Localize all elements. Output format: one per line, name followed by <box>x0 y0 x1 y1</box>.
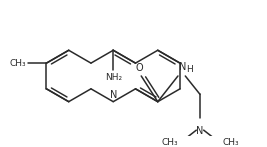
Text: N: N <box>196 126 204 136</box>
Text: CH₃: CH₃ <box>222 138 239 147</box>
Text: N: N <box>109 90 117 100</box>
Text: CH₃: CH₃ <box>10 59 26 68</box>
Text: CH₃: CH₃ <box>161 138 178 147</box>
Text: O: O <box>136 63 143 73</box>
Text: NH₂: NH₂ <box>105 73 122 82</box>
Text: H: H <box>186 65 193 74</box>
Text: N: N <box>179 62 186 72</box>
